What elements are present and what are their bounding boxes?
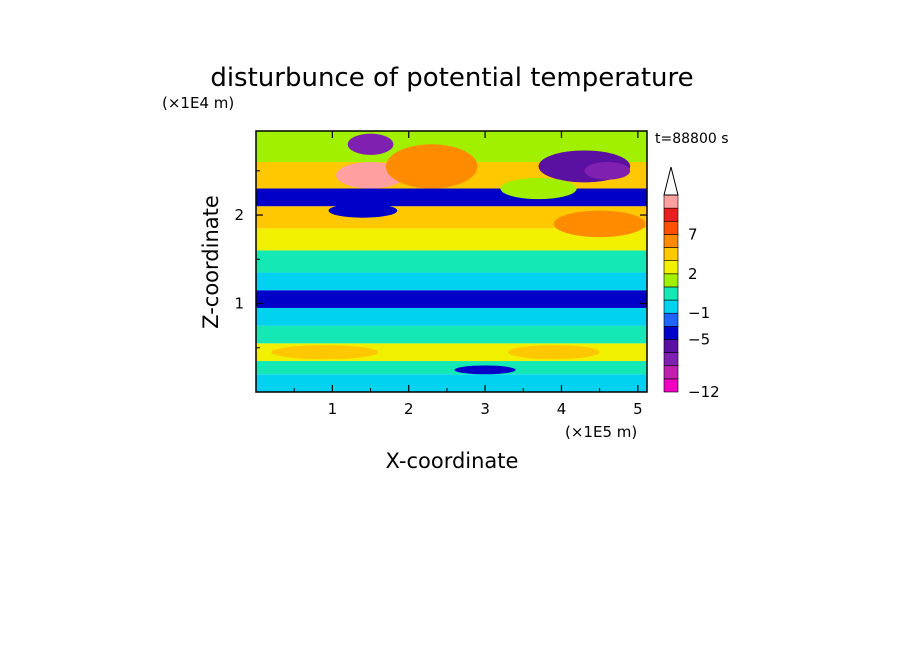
colorbar: −12−5−127 xyxy=(663,166,720,401)
y-axis-title: Z-coordinate xyxy=(199,195,223,329)
colorbar-swatch xyxy=(663,220,679,235)
field-feature xyxy=(553,210,646,238)
field-feature xyxy=(500,177,577,200)
field-band xyxy=(256,361,647,375)
x-tick-label: 1 xyxy=(328,400,338,418)
colorbar-tick-label: 7 xyxy=(688,225,698,243)
field-band xyxy=(256,250,647,273)
field-band xyxy=(256,374,647,388)
colorbar-extend-arrow xyxy=(663,166,679,196)
chart-title: disturbunce of potential temperature xyxy=(210,63,693,93)
colorbar-swatch xyxy=(663,286,679,301)
colorbar-swatch xyxy=(663,352,679,367)
colorbar-swatch xyxy=(663,312,679,327)
field-band xyxy=(256,272,647,291)
time-label: t=88800 s xyxy=(655,131,729,147)
x-tick-label: 5 xyxy=(633,400,643,418)
x-tick-label: 2 xyxy=(404,400,414,418)
colorbar-swatch xyxy=(663,365,679,380)
colorbar-swatch xyxy=(663,299,679,314)
colorbar-swatch xyxy=(663,273,679,288)
axes: 1 2 3 4 5 1 2 xyxy=(234,131,647,418)
y-tick-label: 1 xyxy=(234,295,244,313)
y-unit-label: (×1E4 m) xyxy=(162,94,234,112)
x-unit-label: (×1E5 m) xyxy=(565,423,637,441)
colorbar-swatch xyxy=(663,260,679,275)
colorbar-swatch xyxy=(663,194,679,209)
field-feature xyxy=(328,203,398,218)
field-feature xyxy=(385,144,478,189)
x-tick-label: 3 xyxy=(480,400,490,418)
field-band xyxy=(256,307,647,326)
field-band xyxy=(256,228,647,251)
x-tick-label: 4 xyxy=(557,400,567,418)
plot-frame xyxy=(255,130,648,393)
colorbar-tick-label: −1 xyxy=(688,304,710,322)
colorbar-tick-label: −12 xyxy=(688,383,720,401)
field-band xyxy=(256,387,647,392)
field-feature xyxy=(584,161,631,180)
colorbar-tick-label: −5 xyxy=(688,330,710,348)
field-feature xyxy=(351,169,383,182)
colorbar-swatch xyxy=(663,234,679,248)
colorbar-swatch xyxy=(663,207,679,222)
field-feature xyxy=(454,365,516,375)
field-feature xyxy=(256,190,318,205)
field-feature xyxy=(508,345,600,360)
field-band xyxy=(256,325,647,344)
colorbar-swatch xyxy=(663,247,679,261)
colorbar-swatch xyxy=(663,378,679,393)
colorbar-swatch xyxy=(663,339,679,353)
y-tick-label: 2 xyxy=(234,206,244,224)
field-feature xyxy=(271,345,379,360)
field-band xyxy=(256,290,647,308)
x-axis-title: X-coordinate xyxy=(386,449,519,473)
colorbar-swatch xyxy=(663,326,679,340)
field-feature xyxy=(347,133,394,155)
colorbar-tick-label: 2 xyxy=(688,265,698,283)
heatmap-field xyxy=(256,131,647,392)
